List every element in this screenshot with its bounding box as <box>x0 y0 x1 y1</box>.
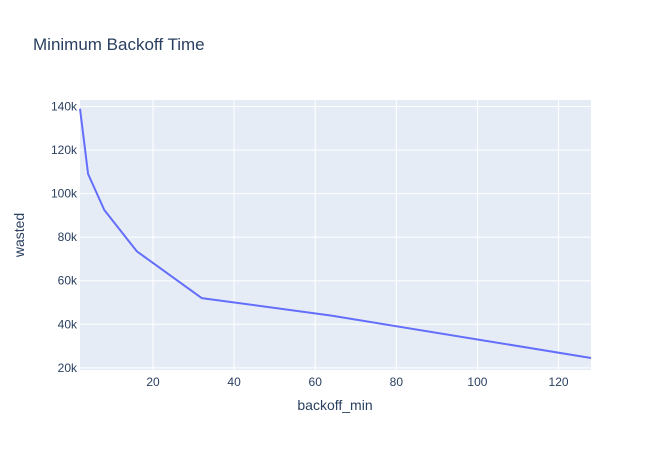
y-tick-label: 120k <box>51 143 78 157</box>
series-layer <box>79 108 592 359</box>
x-tick-label: 100 <box>467 375 487 389</box>
x-tick-label: 80 <box>390 375 404 389</box>
x-axis-title: backoff_min <box>297 397 372 413</box>
chart-title: Minimum Backoff Time <box>33 35 205 54</box>
y-tick-label: 20k <box>58 361 78 375</box>
x-tick-label: 120 <box>549 375 569 389</box>
y-axis-title: wasted <box>11 213 27 258</box>
y-tick-label: 100k <box>51 187 78 201</box>
y-tick-label: 140k <box>51 100 78 114</box>
grid-lines <box>80 100 591 370</box>
series-line <box>79 108 592 359</box>
x-tick-label: 20 <box>146 375 160 389</box>
x-tick-label: 60 <box>309 375 323 389</box>
y-tick-label: 60k <box>58 274 78 288</box>
plot-background <box>80 100 591 370</box>
y-tick-label: 40k <box>58 317 78 331</box>
tick-labels: 20 40 60 80 100 120 20k 40k 60k 80k 100k 120k 140k <box>51 100 569 389</box>
x-tick-label: 40 <box>227 375 241 389</box>
y-tick-label: 80k <box>58 230 78 244</box>
